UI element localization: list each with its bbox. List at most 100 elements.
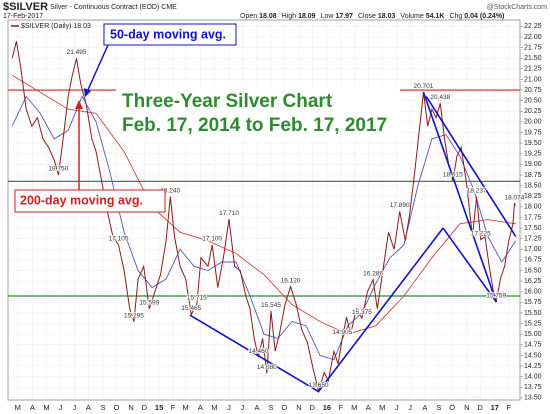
y-tick-label: 14.50: [524, 352, 542, 359]
trendline: [317, 227, 444, 392]
subtitle: Feb. 17, 2014 to Feb. 17, 2017: [122, 115, 387, 136]
y-tick-label: 20.25: [524, 108, 542, 115]
quote-value: 0.04 (0.24%): [464, 13, 504, 20]
price-annotation: 18.237: [467, 187, 487, 194]
x-tick-label: A: [30, 403, 35, 412]
x-tick-label: J: [240, 403, 244, 412]
callout-arrow: [86, 44, 109, 93]
quote-label: Low: [321, 13, 335, 20]
y-tick-label: 19.75: [524, 129, 542, 136]
y-tick-label: 18.50: [524, 182, 542, 189]
callout-box: [103, 23, 237, 46]
x-tick-label: M: [43, 403, 49, 412]
quote-label: High: [282, 13, 297, 20]
legend-label: $SILVER (Daily) 18.03: [21, 23, 91, 30]
x-tick-label: J: [227, 403, 231, 412]
x-tick-label: N: [296, 403, 301, 412]
x-tick-label: A: [254, 403, 259, 412]
ma50-callout: 50-day moving avg.: [84, 23, 237, 97]
x-tick-label: J: [73, 403, 77, 412]
y-tick-label: 20.00: [524, 119, 542, 126]
quote-value: 18.03: [378, 13, 396, 20]
y-tick-label: 16.75: [524, 257, 542, 264]
quote-label: Close: [358, 13, 376, 20]
y-tick-label: 16.00: [524, 289, 542, 296]
price-annotation: 18.240: [160, 187, 180, 194]
y-tick-label: 18.25: [524, 193, 542, 200]
y-tick-label: 21.25: [524, 66, 542, 73]
y-tick-label: 14.00: [524, 373, 542, 380]
x-tick-label: M: [211, 403, 217, 412]
callout-text: 200-day moving avg.: [20, 193, 143, 207]
y-tick-label: 17.25: [524, 236, 542, 243]
quote: Open 18.08 High 18.09 Low 17.97 Close 18.03 Volu…: [240, 13, 504, 20]
x-tick-label: N: [464, 403, 469, 412]
x-tick-label: F: [339, 403, 344, 412]
y-tick-label: 22.00: [524, 34, 542, 41]
x-tick-label: D: [310, 403, 316, 412]
quote-label: Open: [240, 13, 257, 20]
y-tick-label: 15.50: [524, 310, 542, 317]
price-annotation: 18.615: [443, 171, 463, 178]
y-tick-label: 14.25: [524, 363, 542, 370]
price-annotation: 17.710: [219, 210, 239, 217]
y-tick-label: 17.75: [524, 214, 542, 221]
y-tick-label: 18.00: [524, 204, 542, 211]
y-tick-label: 19.00: [524, 161, 542, 168]
description: Silver - Continuous Contract (EOD) CME: [50, 4, 177, 11]
plot-frame: [7, 19, 521, 401]
price-annotation: 14.460: [248, 348, 268, 355]
y-tick-label: 17.50: [524, 225, 542, 232]
y-tick-label: 13.50: [524, 395, 542, 402]
x-tick-label: F: [171, 403, 176, 412]
callout-text: 50-day moving avg.: [110, 27, 226, 41]
moving-average: [11, 74, 516, 335]
y-tick-label: 21.50: [524, 55, 542, 62]
y-tick-label: 16.25: [524, 278, 542, 285]
x-tick-label: A: [198, 403, 203, 412]
price-annotation: 21.495: [67, 49, 87, 56]
y-tick-label: 13.75: [524, 384, 542, 391]
price-annotation: 20.438: [430, 94, 450, 101]
quote-label: Volume: [400, 13, 423, 20]
y-tick-label: 21.75: [524, 44, 542, 51]
x-tick-label: 16: [323, 403, 331, 412]
price-annotation: 17.225: [471, 230, 491, 237]
marks: 21.495 18.750 17.105 15.295 15.599 18.240 17.1…: [8, 41, 525, 394]
y-tick-label: 19.50: [524, 140, 542, 147]
y-tick-label: 15.75: [524, 299, 542, 306]
price-annotation: 13.650: [309, 382, 329, 389]
ma200-callout: 200-day moving avg.: [14, 100, 166, 213]
source: @StockCharts.com: [487, 4, 548, 11]
x-tick-label: O: [281, 403, 287, 412]
y-tick-label: 15.25: [524, 320, 542, 327]
arrow-head: [84, 88, 91, 97]
price-annotation: 15.375: [352, 309, 372, 316]
price-annotation: 18.074: [504, 194, 524, 201]
price-annotation: 16.120: [281, 277, 301, 284]
x-tick-label: D: [142, 403, 148, 412]
x-tick-label: D: [477, 403, 483, 412]
x-tick-label: 15: [155, 403, 163, 412]
x-tick-label: J: [408, 403, 412, 412]
quote-value: 18.08: [259, 13, 277, 20]
trendline: [422, 91, 497, 303]
x-tick-label: O: [113, 403, 119, 412]
y-tick-label: 15.00: [524, 331, 542, 338]
price-annotation: 14.080: [257, 364, 277, 371]
x-tick-label: S: [101, 403, 106, 412]
y-tick-label: 22.25: [524, 23, 542, 30]
date: 17-Feb-2017: [3, 13, 43, 20]
x-tick-label: S: [268, 403, 273, 412]
price-annotation: 17.890: [390, 202, 410, 209]
price-annotation: 15.295: [124, 312, 144, 319]
x-tick-label: A: [422, 403, 427, 412]
x-tick-label: S: [436, 403, 441, 412]
legend: $SILVER (Daily) 18.03: [11, 23, 91, 30]
x-tick-label: 17: [491, 403, 499, 412]
price-annotation: 16.286: [363, 270, 383, 277]
price-annotation: 17.105: [109, 236, 129, 243]
x-tick-label: M: [379, 403, 385, 412]
quote-value: 18.09: [298, 13, 316, 20]
